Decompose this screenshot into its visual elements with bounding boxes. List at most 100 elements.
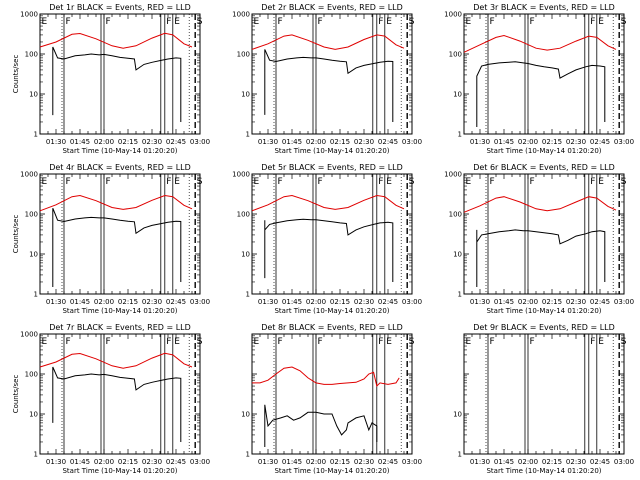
x-tick-label: 02:45 (378, 298, 398, 306)
event-marker-label: E (386, 17, 392, 27)
event-marker-label: F (106, 17, 111, 27)
y-tick-label: 100 (449, 51, 462, 59)
event-marker-label: E (466, 337, 472, 347)
y-tick-label: 1000 (444, 11, 462, 19)
x-tick-label: 01:30 (46, 458, 66, 466)
event-marker-label: S (197, 337, 203, 347)
chart-title: Det 9r BLACK = Events, RED = LLD (473, 323, 615, 332)
event-marker-label: F (490, 17, 495, 27)
y-axis-label: Counts/sec (12, 55, 20, 94)
y-tick-label: 1 (34, 291, 38, 299)
x-axis-label: Start Time (10-May-14 01:20:20) (486, 147, 601, 155)
lld-series-line (252, 366, 400, 387)
x-tick-label: 01:45 (494, 138, 514, 146)
x-tick-label: 03:00 (402, 138, 422, 146)
event-marker-label: S (197, 17, 203, 27)
x-tick-label: 03:00 (190, 298, 210, 306)
event-marker-label: S (621, 337, 627, 347)
lld-series-line (39, 194, 193, 212)
x-tick-label: 02:15 (330, 458, 350, 466)
event-marker-label: S (621, 177, 627, 187)
x-tick-label: 02:15 (542, 458, 562, 466)
event-marker-label: F (590, 337, 595, 347)
event-marker-label: F (378, 177, 383, 187)
y-tick-label: 1 (246, 451, 250, 459)
y-tick-label: 100 (449, 211, 462, 219)
y-tick-label: 1000 (20, 11, 38, 19)
x-axis-label: Start Time (10-May-14 01:20:20) (274, 307, 389, 315)
events-series-line (476, 61, 606, 127)
y-tick-label: 1 (246, 291, 250, 299)
y-tick-label: 10 (29, 411, 38, 419)
events-series-line (264, 404, 378, 447)
x-tick-label: 02:15 (118, 458, 138, 466)
y-tick-label: 10 (453, 91, 462, 99)
event-marker-label: F (106, 337, 111, 347)
x-tick-label: 01:30 (470, 138, 490, 146)
event-marker-label: E (254, 17, 260, 27)
event-marker-label: S (621, 17, 627, 27)
x-tick-label: 02:00 (94, 138, 114, 146)
lld-series-line (463, 196, 617, 213)
y-tick-label: 100 (25, 211, 38, 219)
event-marker-label: E (466, 177, 472, 187)
event-marker-label: F (490, 337, 495, 347)
event-marker-label: F (318, 17, 323, 27)
chart-title: Det 6r BLACK = Events, RED = LLD (473, 163, 615, 172)
x-tick-label: 01:45 (494, 298, 514, 306)
y-tick-label: 10 (241, 91, 250, 99)
x-tick-label: 02:00 (94, 298, 114, 306)
event-marker-label: E (174, 177, 180, 187)
y-tick-label: 1000 (232, 11, 250, 19)
x-tick-label: 02:30 (566, 138, 586, 146)
event-marker-label: F (166, 17, 171, 27)
y-tick-label: 1 (458, 291, 462, 299)
panel-det-4: Det 4r BLACK = Events, RED = LLD 1 10 100 10… (12, 163, 210, 315)
x-tick-label: 01:45 (282, 298, 302, 306)
event-marker-label: F (278, 177, 283, 187)
y-tick-label: 100 (237, 51, 250, 59)
event-marker-label: F (318, 177, 323, 187)
y-tick-label: 10 (241, 251, 250, 259)
event-marker-label: E (386, 337, 392, 347)
lld-series-line (39, 352, 193, 369)
x-tick-label: 02:45 (166, 298, 186, 306)
y-tick-label: 1 (34, 131, 38, 139)
y-tick-label: 10 (241, 411, 250, 419)
x-tick-label: 02:30 (142, 138, 162, 146)
y-tick-label: 1 (34, 451, 38, 459)
chart-title: Det 1r BLACK = Events, RED = LLD (49, 3, 191, 12)
event-marker-label: F (378, 337, 383, 347)
lld-series-line (39, 32, 193, 49)
x-tick-label: 03:00 (402, 298, 422, 306)
event-marker-label: E (598, 337, 604, 347)
x-axis-label: Start Time (10-May-14 01:20:20) (486, 307, 601, 315)
y-tick-label: 100 (237, 211, 250, 219)
events-series-line (264, 218, 394, 282)
y-tick-label: 1 (458, 451, 462, 459)
x-tick-label: 01:30 (46, 138, 66, 146)
x-tick-label: 02:30 (142, 458, 162, 466)
x-tick-label: 02:30 (566, 298, 586, 306)
x-tick-label: 02:15 (330, 138, 350, 146)
y-tick-label: 1000 (20, 171, 38, 179)
x-tick-label: 02:30 (566, 458, 586, 466)
x-tick-label: 02:15 (542, 298, 562, 306)
y-tick-label: 1 (246, 131, 250, 139)
x-tick-label: 01:30 (46, 298, 66, 306)
event-marker-label: F (66, 177, 71, 187)
event-marker-label: S (197, 177, 203, 187)
x-axis-label: Start Time (10-May-14 01:20:20) (62, 307, 177, 315)
y-tick-label: 10 (453, 411, 462, 419)
x-tick-label: 02:00 (518, 298, 538, 306)
events-series-line (52, 366, 182, 442)
x-tick-label: 01:30 (258, 298, 278, 306)
lld-series-line (463, 34, 617, 53)
x-tick-label: 02:45 (166, 138, 186, 146)
event-marker-label: E (598, 177, 604, 187)
event-marker-label: F (590, 177, 595, 187)
x-tick-label: 02:45 (590, 138, 610, 146)
x-tick-label: 02:45 (378, 138, 398, 146)
event-marker-label: F (590, 17, 595, 27)
chart-title: Det 2r BLACK = Events, RED = LLD (261, 3, 403, 12)
